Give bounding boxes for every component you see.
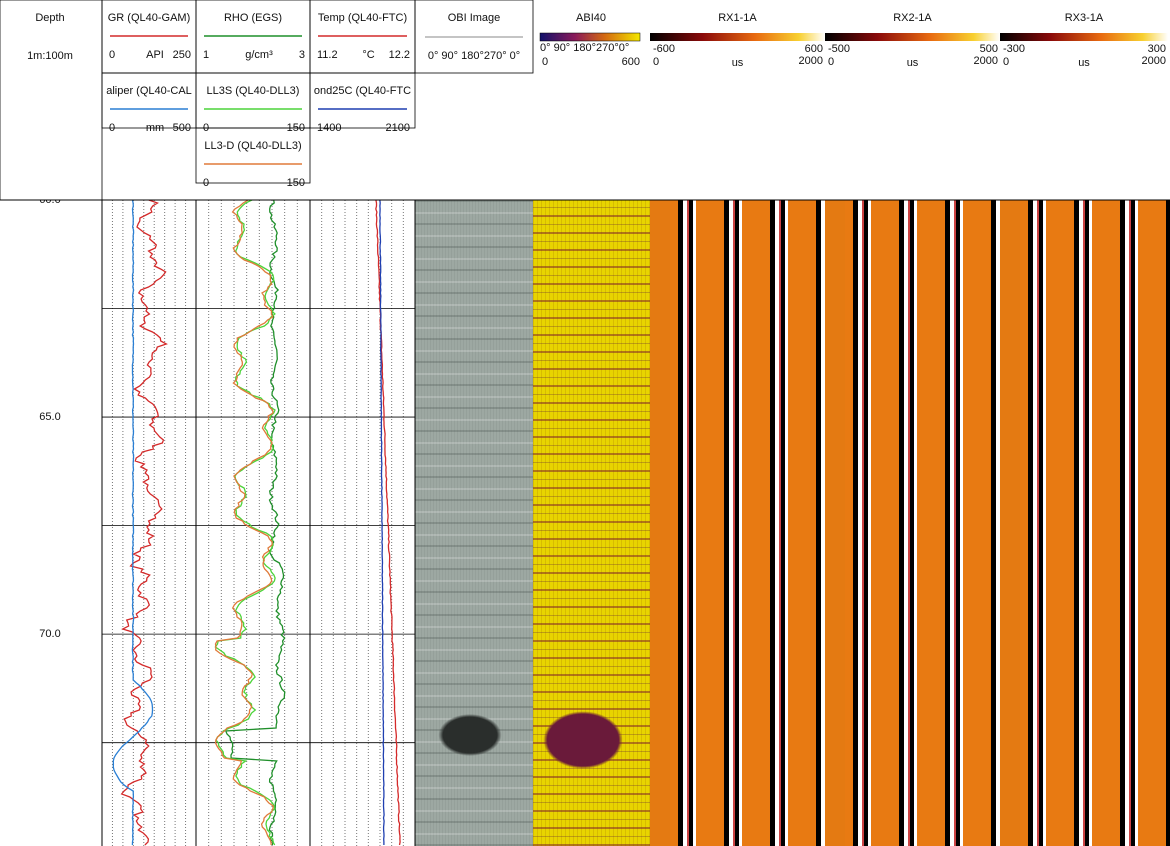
color-bar bbox=[825, 33, 1000, 41]
amp-max: 500 bbox=[980, 43, 998, 55]
time-max: 2000 bbox=[974, 55, 998, 67]
curve-name: ond25C (QL40-FTC bbox=[314, 85, 411, 97]
depth-label: 70.0 bbox=[39, 628, 60, 640]
curve-name: aliper (QL40-CAL bbox=[106, 85, 192, 97]
amp-min: -600 bbox=[653, 43, 675, 55]
scale-min: 1400 bbox=[317, 122, 341, 134]
scale-max: 500 bbox=[173, 122, 191, 134]
curve-header: Temp (QL40-FTC) 11.2 °C 12.2 bbox=[317, 12, 410, 61]
time-max: 2000 bbox=[1142, 55, 1166, 67]
time-unit: us bbox=[1078, 57, 1090, 69]
time-unit: us bbox=[732, 57, 744, 69]
curve-name: Temp (QL40-FTC) bbox=[318, 12, 407, 24]
scale-max: 2100 bbox=[386, 122, 410, 134]
color-bar bbox=[540, 33, 640, 41]
image-name: OBI Image bbox=[448, 12, 501, 24]
waveform-name: RX2-1A bbox=[893, 12, 932, 24]
time-min: 0 bbox=[1003, 56, 1009, 68]
depth-scale: 1m:100m bbox=[27, 50, 73, 62]
log-view: 60.065.070.0Depth1m:100mGR (QL40-GAM)0AP… bbox=[0, 0, 1170, 846]
log-curve bbox=[226, 200, 285, 845]
waveform-name: RX1-1A bbox=[718, 12, 757, 24]
depth-label: 65.0 bbox=[39, 411, 60, 423]
scale-max: 3 bbox=[299, 49, 305, 61]
curve-name: RHO (EGS) bbox=[224, 12, 282, 24]
amp-min: -300 bbox=[1003, 43, 1025, 55]
waveform-name: RX3-1A bbox=[1065, 12, 1104, 24]
scale-max: 150 bbox=[287, 177, 305, 189]
scale-max: 250 bbox=[173, 49, 191, 61]
scale-min: 0 bbox=[203, 177, 209, 189]
log-curve bbox=[380, 200, 384, 845]
image-scale: 0° 90° 180°270°0° bbox=[540, 42, 629, 54]
scale-unit: g/cm³ bbox=[245, 49, 273, 61]
scale-unit: °C bbox=[362, 49, 374, 61]
scale-min: 0 bbox=[109, 122, 115, 134]
color-bar bbox=[1000, 33, 1168, 41]
log-curve bbox=[215, 200, 275, 845]
time-unit: us bbox=[907, 57, 919, 69]
page: 60.065.070.0Depth1m:100mGR (QL40-GAM)0AP… bbox=[0, 0, 1170, 846]
time-min: 0 bbox=[828, 56, 834, 68]
scale-unit: API bbox=[146, 49, 164, 61]
time-max: 2000 bbox=[799, 55, 823, 67]
image-scale: 0° 90° 180°270° 0° bbox=[428, 50, 520, 62]
amp-min: -500 bbox=[828, 43, 850, 55]
curve-name: LL3S (QL40-DLL3) bbox=[207, 85, 300, 97]
depth-title: Depth bbox=[35, 12, 64, 24]
scale-min: 11.2 bbox=[317, 49, 338, 61]
scale-min: 1 bbox=[203, 49, 209, 61]
time-min: 0 bbox=[653, 56, 659, 68]
curve-name: LL3-D (QL40-DLL3) bbox=[204, 140, 301, 152]
scale-unit: mm bbox=[146, 122, 164, 134]
amp-max: 600 bbox=[805, 43, 823, 55]
color-bar bbox=[650, 33, 825, 41]
scale-max: 600 bbox=[622, 56, 640, 68]
image-name: ABI40 bbox=[576, 12, 606, 24]
scale-min: 0 bbox=[542, 56, 548, 68]
log-curve bbox=[376, 200, 400, 845]
curve-name: GR (QL40-GAM) bbox=[108, 12, 191, 24]
amp-max: 300 bbox=[1148, 43, 1166, 55]
header-bg bbox=[0, 0, 1170, 200]
scale-max: 12.2 bbox=[389, 49, 410, 61]
scale-min: 0 bbox=[109, 49, 115, 61]
